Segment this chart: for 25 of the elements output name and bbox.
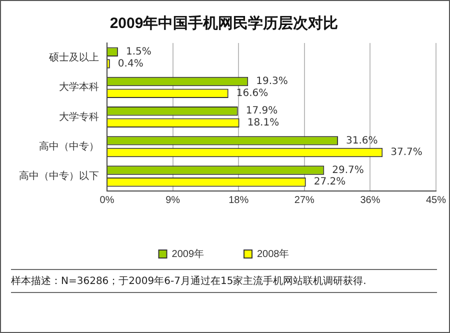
y-tick-label: 硕士及以上: [48, 52, 99, 64]
x-tick-label: 18%: [228, 194, 249, 206]
data-label: 0.4%: [118, 58, 144, 70]
x-tick-label: 0%: [100, 194, 114, 206]
data-label: 18.1%: [247, 118, 280, 129]
data-label: 1.5%: [126, 46, 152, 58]
x-tick-label: 27%: [294, 194, 315, 206]
data-label: 27.2%: [314, 176, 346, 188]
text: 样本描述：N=36286；于2009年6-7月通过在15家主流手机网站联机调研获得.: [11, 269, 437, 293]
chart-title: 2009年中国手机网民学历层次对比: [110, 15, 338, 32]
y-tick-label: 大学专科: [59, 110, 99, 123]
y-tick-label: 高中（中专）以下: [19, 170, 99, 182]
data-label: 29.7%: [332, 164, 364, 176]
data-label: 19.3%: [256, 76, 288, 88]
y-tick-label: 大学本科: [59, 81, 99, 94]
data-label: 16.6%: [236, 88, 268, 99]
y-tick-label: 高中（中专）: [39, 140, 99, 152]
x-tick-label: 36%: [360, 194, 380, 206]
data-label: 31.6%: [346, 135, 378, 146]
x-tick-label: 45%: [426, 194, 446, 206]
legend-label: 2008年: [257, 248, 290, 260]
legend-label: 2009年: [172, 248, 204, 260]
data-label: 17.9%: [246, 106, 278, 117]
x-tick-label: 9%: [166, 194, 180, 206]
data-label: 37.7%: [390, 147, 422, 158]
